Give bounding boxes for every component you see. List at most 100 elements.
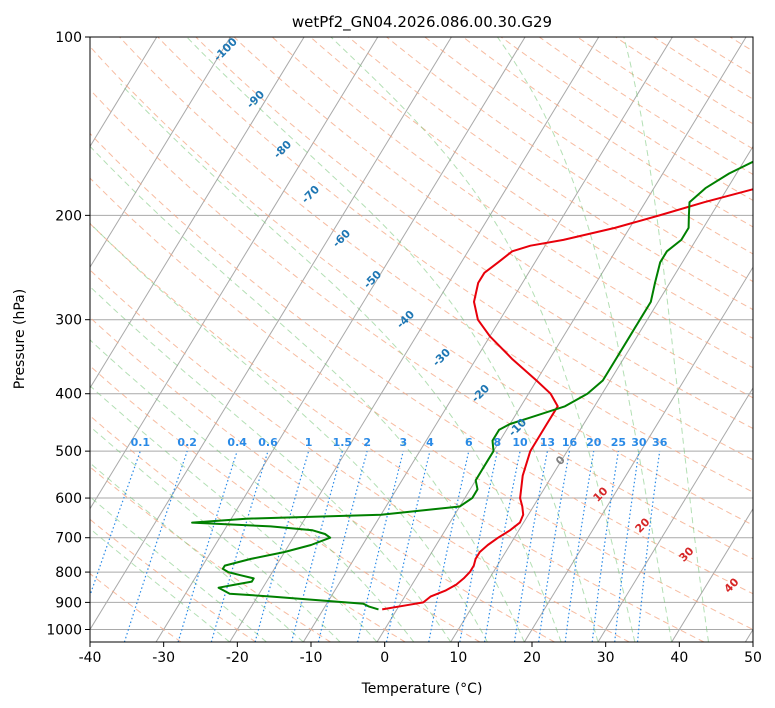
isotherm-line xyxy=(450,145,753,642)
isotherm-line xyxy=(90,37,453,631)
dry-adiabat-line xyxy=(271,37,753,369)
dry-adiabat-line xyxy=(195,37,753,430)
isotherm-line xyxy=(90,37,158,148)
y-tick-label: 200 xyxy=(55,208,82,224)
moist-adiabat-line xyxy=(496,37,673,642)
dry-adiabat-line xyxy=(90,132,753,595)
mixing-ratio-label: 0.4 xyxy=(227,436,247,449)
dry-adiabat-line xyxy=(90,316,555,642)
dry-adiabat-label: -40 xyxy=(394,308,417,331)
mixing-ratio-label: 10 xyxy=(512,436,528,449)
mixing-ratio-line xyxy=(484,450,521,642)
dry-adiabat-line xyxy=(309,37,753,339)
isotherm-line xyxy=(671,507,753,642)
isotherm-line xyxy=(597,387,753,642)
dry-adiabat-line xyxy=(90,177,753,631)
isotherm-line xyxy=(302,37,674,642)
mixing-ratio-line xyxy=(210,450,269,642)
dry-adiabat-line xyxy=(614,37,753,125)
isotherm-line xyxy=(229,37,600,642)
dewpoint-profile-line xyxy=(191,160,753,611)
moist-adiabat-label: 10 xyxy=(591,484,611,504)
mixing-ratio-line xyxy=(385,450,431,642)
mixing-ratio-label: 6 xyxy=(465,436,473,449)
mixing-ratio-line xyxy=(90,450,141,598)
dry-adiabat-label: -70 xyxy=(299,183,322,206)
mixing-ratio-label: 0.6 xyxy=(258,436,278,449)
moist-adiabat-line xyxy=(90,425,341,642)
x-tick-label: 10 xyxy=(449,650,467,666)
moist-adiabat-line xyxy=(120,83,562,642)
mixing-ratio-label: 13 xyxy=(540,436,555,449)
x-tick-label: 40 xyxy=(670,650,688,666)
dry-adiabat-line xyxy=(423,37,753,255)
mixing-ratio-line xyxy=(459,450,498,642)
plot-frame xyxy=(89,36,754,643)
isotherm-line xyxy=(744,628,753,642)
mixing-ratio-line xyxy=(614,451,640,642)
y-tick-label: 700 xyxy=(55,531,82,547)
dry-adiabat-line xyxy=(118,37,753,493)
mixing-ratio-label: 1.5 xyxy=(333,436,353,449)
mixing-ratio-label: 30 xyxy=(631,436,647,449)
dry-adiabat-line xyxy=(157,37,753,461)
isotherm-line xyxy=(90,37,232,269)
mixing-ratio-line xyxy=(123,450,188,642)
dry-adiabat-label: -50 xyxy=(361,268,384,291)
moist-adiabat-line xyxy=(90,385,378,642)
chart-title: wetPf2_GN04.2026.086.00.30.G29 xyxy=(292,13,552,32)
dry-adiabat-line xyxy=(90,269,630,642)
x-tick-label: 20 xyxy=(523,650,541,666)
mixing-ratio-line xyxy=(591,451,619,642)
mixing-ratio-label: 20 xyxy=(586,436,602,449)
isotherm-line xyxy=(376,37,747,642)
moist-adiabat-line xyxy=(90,528,231,642)
dry-adiabat-line xyxy=(90,88,753,560)
dry-adiabat-line xyxy=(90,222,705,642)
mixing-ratio-line xyxy=(291,450,343,642)
y-tick-label: 800 xyxy=(55,565,82,581)
x-tick-label: -20 xyxy=(226,650,249,666)
moist-adiabat-line xyxy=(90,285,452,642)
dry-adiabat-line xyxy=(652,37,753,100)
x-tick-label: 0 xyxy=(380,650,389,666)
x-tick-label: 30 xyxy=(597,650,615,666)
y-tick-label: 1000 xyxy=(46,623,82,639)
moist-adiabat-line xyxy=(623,37,709,642)
moist-adiabat-label: 30 xyxy=(677,544,697,564)
isotherm-line xyxy=(90,37,379,510)
moist-adiabat-line xyxy=(90,496,267,642)
dry-adiabat-label: -90 xyxy=(244,88,267,111)
isotherm-line xyxy=(155,37,526,642)
y-tick-label: 300 xyxy=(55,313,82,329)
x-tick-label: -10 xyxy=(300,650,323,666)
mixing-ratio-label: 25 xyxy=(611,436,626,449)
mixing-ratio-line xyxy=(254,450,310,642)
moist-adiabat-line xyxy=(186,37,599,642)
mixing-ratio-line xyxy=(564,451,595,642)
x-tick-label: 50 xyxy=(744,650,762,666)
mixing-ratio-line xyxy=(538,450,571,642)
isotherm-line xyxy=(90,37,305,389)
dry-adiabat-line xyxy=(90,415,406,642)
mixing-ratio-label: 0.1 xyxy=(131,436,151,449)
temperature-profile-line xyxy=(382,188,753,611)
moist-adiabat-line xyxy=(90,222,488,642)
mixing-ratio-label: 36 xyxy=(652,436,668,449)
y-tick-label: 400 xyxy=(55,387,82,403)
mixing-ratio-label: 4 xyxy=(426,436,434,449)
isotherm-line xyxy=(523,266,753,642)
y-tick-label: 600 xyxy=(55,491,82,507)
dry-adiabat-label: -20 xyxy=(469,382,492,405)
mixing-ratio-label: 8 xyxy=(494,436,502,449)
mixing-ratio-label: 1 xyxy=(305,436,313,449)
mixing-ratio-label: 0.2 xyxy=(177,436,197,449)
dry-adiabat-label: -30 xyxy=(430,346,453,369)
y-tick-label: 100 xyxy=(55,30,82,46)
x-tick-label: -30 xyxy=(152,650,175,666)
mixing-ratio-line xyxy=(177,450,238,642)
mixing-ratio-label: 2 xyxy=(363,436,371,449)
mixing-ratio-line xyxy=(636,451,661,642)
y-tick-label: 500 xyxy=(55,444,82,460)
